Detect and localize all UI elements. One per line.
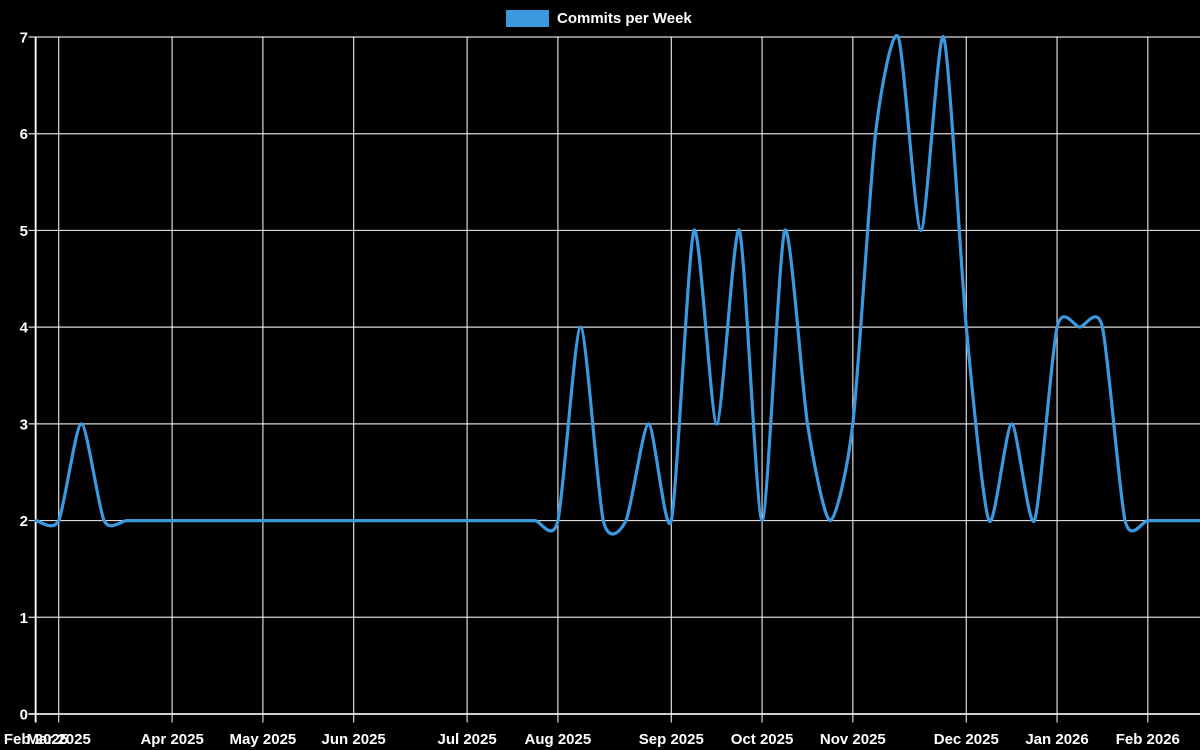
x-tick-label: Jan 2026 <box>1025 731 1088 748</box>
x-tick-label: Apr 2025 <box>140 731 203 748</box>
series-line-commits-per-week <box>34 33 1200 536</box>
x-tick-label: Aug 2025 <box>525 731 592 748</box>
x-tick-label: Jun 2025 <box>322 731 386 748</box>
y-tick-label: 5 <box>20 223 28 240</box>
x-tick-label: Oct 2025 <box>731 731 794 748</box>
x-tick-label: Dec 2025 <box>934 731 999 748</box>
legend-item-commits-per-week[interactable]: Commits per Week <box>506 8 692 28</box>
y-tick-label: 4 <box>20 320 29 337</box>
y-tick-label: 1 <box>20 610 28 627</box>
y-tick-label: 7 <box>20 30 28 47</box>
x-tick-label: Feb 2026 <box>1116 731 1180 748</box>
y-tick-label: 2 <box>20 513 28 530</box>
x-tick-label: May 2025 <box>230 731 297 748</box>
x-tick-label: Feb 2025 <box>4 731 68 748</box>
x-tick-label: Mar 2025 <box>27 731 91 748</box>
y-tick-label: 6 <box>20 126 28 143</box>
x-tick-label: Sep 2025 <box>639 731 704 748</box>
legend-swatch-icon <box>506 9 549 27</box>
x-tick-label: Nov 2025 <box>820 731 886 748</box>
y-tick-label: 0 <box>20 707 28 724</box>
y-tick-label: 3 <box>20 416 28 433</box>
x-tick-label: Jul 2025 <box>438 731 497 748</box>
legend-label: Commits per Week <box>557 9 692 27</box>
